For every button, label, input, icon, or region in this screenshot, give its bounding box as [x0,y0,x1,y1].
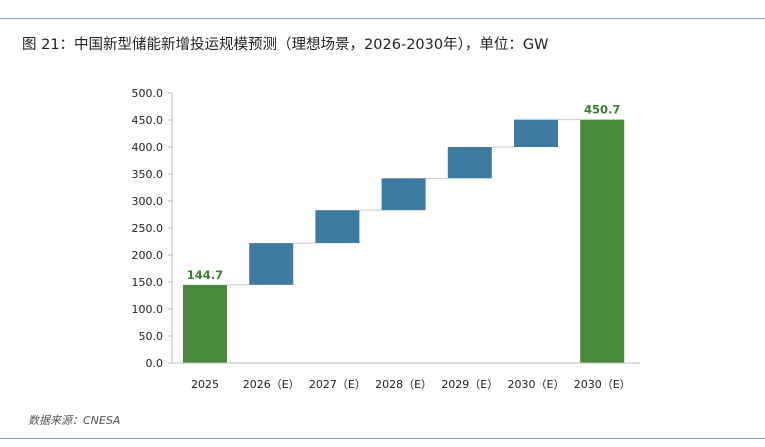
x-tick-label: 2030（E） [574,378,631,391]
data-labels: 144.7 450.7 [187,103,621,282]
data-label: 144.7 [187,268,223,282]
y-axis-ticks: 0.0 50.0 100.0 150.0 200.0 250.0 300.0 350.0 400… [132,87,172,370]
bars [183,119,625,363]
x-tick-label: 2026（E） [243,378,300,391]
y-tick-label: 350.0 [132,168,164,181]
y-tick-label: 500.0 [132,87,164,100]
bar-2 [249,243,294,285]
y-tick-label: 150.0 [132,276,164,289]
x-tick-label: 2027（E） [309,378,366,391]
bar-5 [447,147,492,179]
y-tick-label: 200.0 [132,249,164,262]
bar-7 [580,119,625,363]
top-rule [0,18,765,19]
chart-title: 图 21：中国新型储能新增投运规模预测（理想场景，2026-2030年），单位：… [22,37,549,53]
data-source-note: 数据来源：CNESA [28,414,121,427]
y-tick-label: 300.0 [132,195,164,208]
data-label: 450.7 [584,103,620,117]
bar-3 [315,210,360,244]
y-tick-label: 400.0 [132,141,164,154]
y-tick-label: 100.0 [132,303,164,316]
y-tick-label: 50.0 [139,330,164,343]
x-tick-label: 2029（E） [441,378,498,391]
y-tick-label: 0.0 [146,357,164,370]
y-tick-label: 250.0 [132,222,164,235]
bar-6 [514,119,558,147]
bottom-rule [0,438,765,439]
x-axis-ticks: 2025 2026（E） 2027（E） 2028（E） 2029（E） 2030（E） 2… [191,378,631,391]
connector-lines [227,119,581,286]
x-tick-label: 2030（E） [508,378,565,391]
axes [171,93,640,364]
bar-1 [183,284,227,363]
y-tick-label: 450.0 [132,114,164,127]
x-tick-label: 2028（E） [375,378,432,391]
x-tick-label: 2025 [191,378,219,391]
bar-4 [381,178,426,211]
